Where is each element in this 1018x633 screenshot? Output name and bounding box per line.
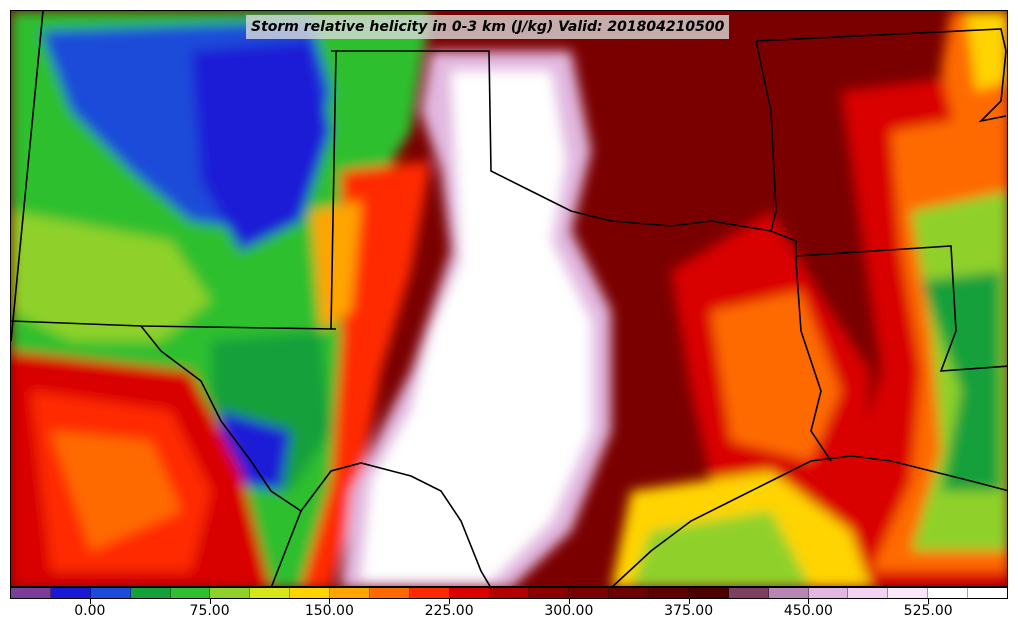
colorbar-segment — [449, 588, 490, 598]
colorbar-tick-label: 450.00 — [783, 603, 833, 619]
colorbar-segment — [529, 588, 570, 598]
colorbar-tick — [209, 599, 211, 604]
colorbar-tick-label: 150.00 — [304, 603, 354, 619]
colorbar-segment — [569, 588, 610, 598]
colorbar-tick-label: 75.00 — [189, 603, 230, 619]
colorbar-tick — [568, 599, 570, 604]
colorbar-segment — [11, 588, 51, 598]
colorbar-segment — [210, 588, 251, 598]
colorbar-tick — [808, 599, 810, 604]
colorbar-segment — [50, 588, 91, 598]
political-boundaries — [11, 11, 1007, 586]
colorbar-segment — [928, 588, 968, 598]
colorbar-segment — [609, 588, 649, 598]
colorbar-segment — [688, 588, 729, 598]
colorbar-segment — [130, 588, 171, 598]
colorbar-segment — [888, 588, 929, 598]
colorbar-ticks: 0.00 75.00 150.00 225.00 300.00 375.00 450.00 5… — [10, 599, 1008, 629]
colorbar-tick-label: 525.00 — [903, 603, 953, 619]
colorbar-tick-label: 225.00 — [424, 603, 474, 619]
colorbar-segment — [90, 588, 131, 598]
colorbar-segment — [768, 588, 809, 598]
colorbar-segment — [369, 588, 410, 598]
colorbar-tick-label: 0.00 — [74, 603, 106, 619]
colorbar-segment — [808, 588, 849, 598]
colorbar-segment — [409, 588, 450, 598]
colorbar-segment — [848, 588, 889, 598]
colorbar-segment — [330, 588, 370, 598]
colorbar-segment — [250, 588, 291, 598]
colorbar-tick — [928, 599, 930, 604]
colorbar-tick-label: 375.00 — [664, 603, 714, 619]
helicity-field — [11, 11, 1007, 586]
colorbar-tick — [89, 599, 91, 604]
colorbar-segment — [649, 588, 689, 598]
colorbar — [10, 587, 1008, 599]
colorbar-tick — [688, 599, 690, 604]
colorbar-segment — [728, 588, 769, 598]
colorbar-segment — [170, 588, 211, 598]
colorbar-tick-label: 300.00 — [544, 603, 594, 619]
colorbar-segment — [489, 588, 530, 598]
map-title: Storm relative helicity in 0-3 km (J/kg)… — [246, 15, 730, 39]
colorbar-segment — [290, 588, 330, 598]
helicity-map — [10, 10, 1008, 587]
colorbar-tick — [449, 599, 451, 604]
colorbar-tick — [329, 599, 331, 604]
colorbar-segment — [968, 588, 1007, 598]
